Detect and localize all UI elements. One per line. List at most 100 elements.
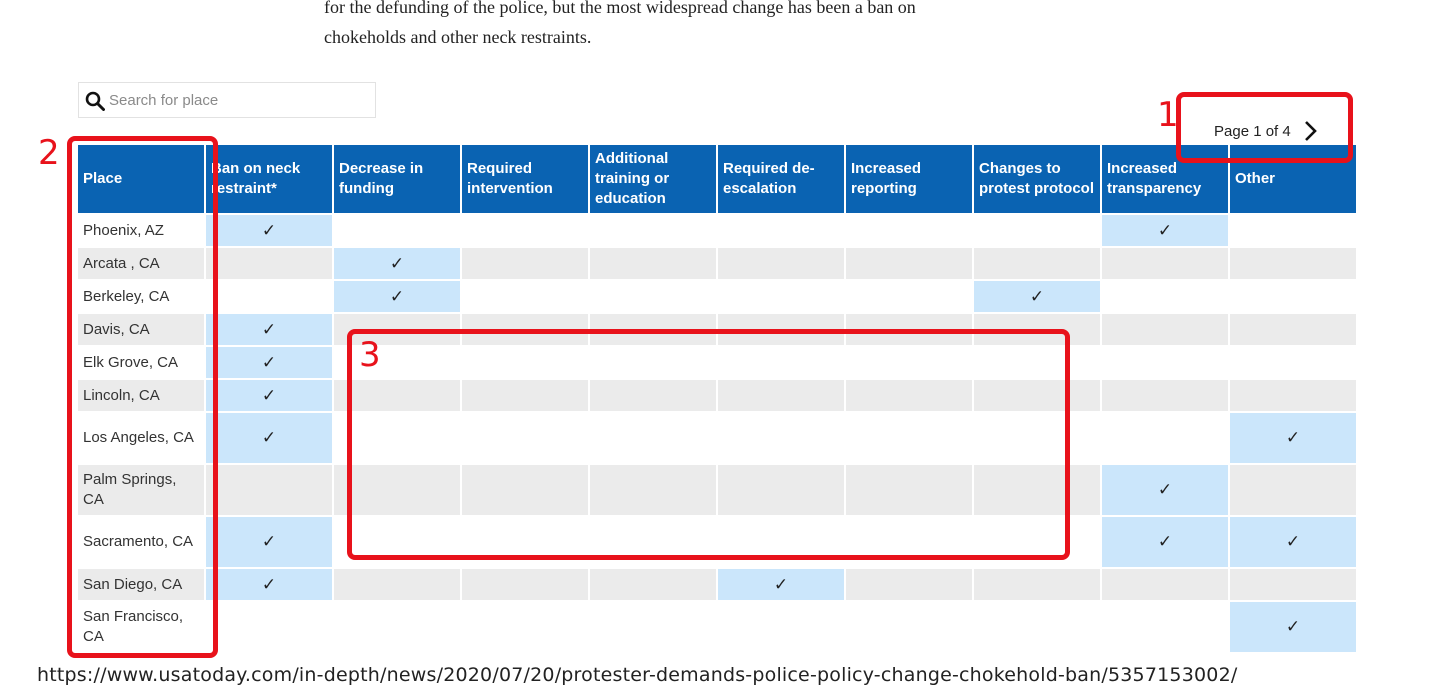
empty-cell: [1230, 465, 1356, 517]
annotation-box-3: [347, 329, 1070, 560]
intro-line-2: chokeholds and other neck restraints.: [324, 27, 592, 47]
table-row: Sacramento, CA ✓ ✓ ✓: [78, 517, 1356, 569]
place-cell: San Francisco, CA: [78, 602, 204, 654]
empty-cell: [462, 281, 588, 314]
place-cell: Phoenix, AZ: [78, 215, 204, 248]
empty-cell: [1102, 569, 1228, 602]
empty-cell: [462, 602, 588, 654]
check-cell: ✓: [1230, 517, 1356, 569]
checkmark-icon: ✓: [261, 532, 277, 551]
check-cell: ✓: [206, 380, 332, 413]
next-page-button[interactable]: [1303, 120, 1317, 142]
place-cell: San Diego, CA: [78, 569, 204, 602]
empty-cell: [1230, 569, 1356, 602]
column-header: Required intervention: [462, 145, 588, 215]
table-row: Arcata , CA ✓: [78, 248, 1356, 281]
empty-cell: [590, 413, 716, 465]
check-cell: ✓: [206, 569, 332, 602]
table-row: Palm Springs, CA ✓: [78, 465, 1356, 517]
empty-cell: [846, 517, 972, 569]
empty-cell: [974, 602, 1100, 654]
empty-cell: [974, 413, 1100, 465]
table-row: Elk Grove, CA ✓: [78, 347, 1356, 380]
empty-cell: [590, 465, 716, 517]
empty-cell: [846, 569, 972, 602]
empty-cell: [334, 465, 460, 517]
empty-cell: [1102, 281, 1228, 314]
check-cell: ✓: [206, 517, 332, 569]
empty-cell: [846, 215, 972, 248]
empty-cell: [462, 215, 588, 248]
checkmark-icon: ✓: [773, 574, 789, 594]
check-cell: ✓: [334, 248, 460, 281]
empty-cell: [1230, 347, 1356, 380]
check-cell: ✓: [206, 215, 332, 248]
annotation-number-3: 3: [359, 335, 381, 375]
empty-cell: [590, 569, 716, 602]
annotation-box-1: [1176, 92, 1353, 163]
check-cell: ✓: [334, 281, 460, 314]
column-header: Other: [1230, 145, 1356, 215]
empty-cell: [590, 347, 716, 380]
table-body: Phoenix, AZ ✓ ✓ Arcata , CA ✓ Berkeley, CA ✓ ✓ D…: [78, 215, 1356, 654]
empty-cell: [1230, 281, 1356, 314]
place-cell: Palm Springs, CA: [78, 465, 204, 517]
column-header-place: Place: [78, 145, 204, 215]
search-input[interactable]: [109, 89, 364, 111]
empty-cell: [846, 380, 972, 413]
annotation-number-2: 2: [38, 133, 60, 173]
check-cell: ✓: [718, 569, 844, 602]
annotation-box-2: [67, 136, 218, 658]
table-row: Phoenix, AZ ✓ ✓: [78, 215, 1356, 248]
check-cell: ✓: [206, 314, 332, 347]
empty-cell: [590, 281, 716, 314]
empty-cell: [334, 517, 460, 569]
empty-cell: [718, 465, 844, 517]
empty-cell: [462, 569, 588, 602]
checkmark-icon: ✓: [261, 574, 277, 594]
empty-cell: [206, 248, 332, 281]
place-cell: Los Angeles, CA: [78, 413, 204, 465]
table-row: Los Angeles, CA ✓ ✓: [78, 413, 1356, 465]
place-cell: Arcata , CA: [78, 248, 204, 281]
empty-cell: [846, 602, 972, 654]
page-indicator: Page 1 of 4: [1214, 122, 1291, 140]
empty-cell: [590, 380, 716, 413]
checkmark-icon: ✓: [261, 220, 277, 240]
empty-cell: [462, 517, 588, 569]
empty-cell: [974, 248, 1100, 281]
empty-cell: [334, 347, 460, 380]
empty-cell: [590, 248, 716, 281]
empty-cell: [462, 347, 588, 380]
empty-cell: [462, 413, 588, 465]
table-header: Place Ban on neck restraint* Decrease in f…: [78, 145, 1356, 215]
empty-cell: [718, 281, 844, 314]
check-cell: ✓: [1102, 465, 1228, 517]
checkmark-icon: ✓: [1157, 532, 1173, 551]
empty-cell: [462, 380, 588, 413]
column-header: Increased reporting: [846, 145, 972, 215]
check-cell: ✓: [206, 413, 332, 465]
checkmark-icon: ✓: [389, 253, 405, 273]
checkmark-icon: ✓: [261, 428, 277, 447]
empty-cell: [1230, 314, 1356, 347]
empty-cell: [718, 248, 844, 281]
check-cell: ✓: [1102, 517, 1228, 569]
checkmark-icon: ✓: [1285, 617, 1301, 636]
article-intro-text: for the defunding of the police, but the…: [324, 0, 1084, 52]
empty-cell: [462, 465, 588, 517]
empty-cell: [334, 380, 460, 413]
empty-cell: [718, 380, 844, 413]
empty-cell: [1230, 215, 1356, 248]
empty-cell: [1102, 248, 1228, 281]
empty-cell: [718, 517, 844, 569]
empty-cell: [590, 602, 716, 654]
empty-cell: [1102, 347, 1228, 380]
empty-cell: [334, 215, 460, 248]
empty-cell: [846, 281, 972, 314]
search-box[interactable]: [78, 82, 376, 118]
annotation-number-1: 1: [1157, 95, 1179, 135]
check-cell: ✓: [1102, 215, 1228, 248]
checkmark-icon: ✓: [1157, 220, 1173, 240]
column-header: Changes to protest protocol: [974, 145, 1100, 215]
